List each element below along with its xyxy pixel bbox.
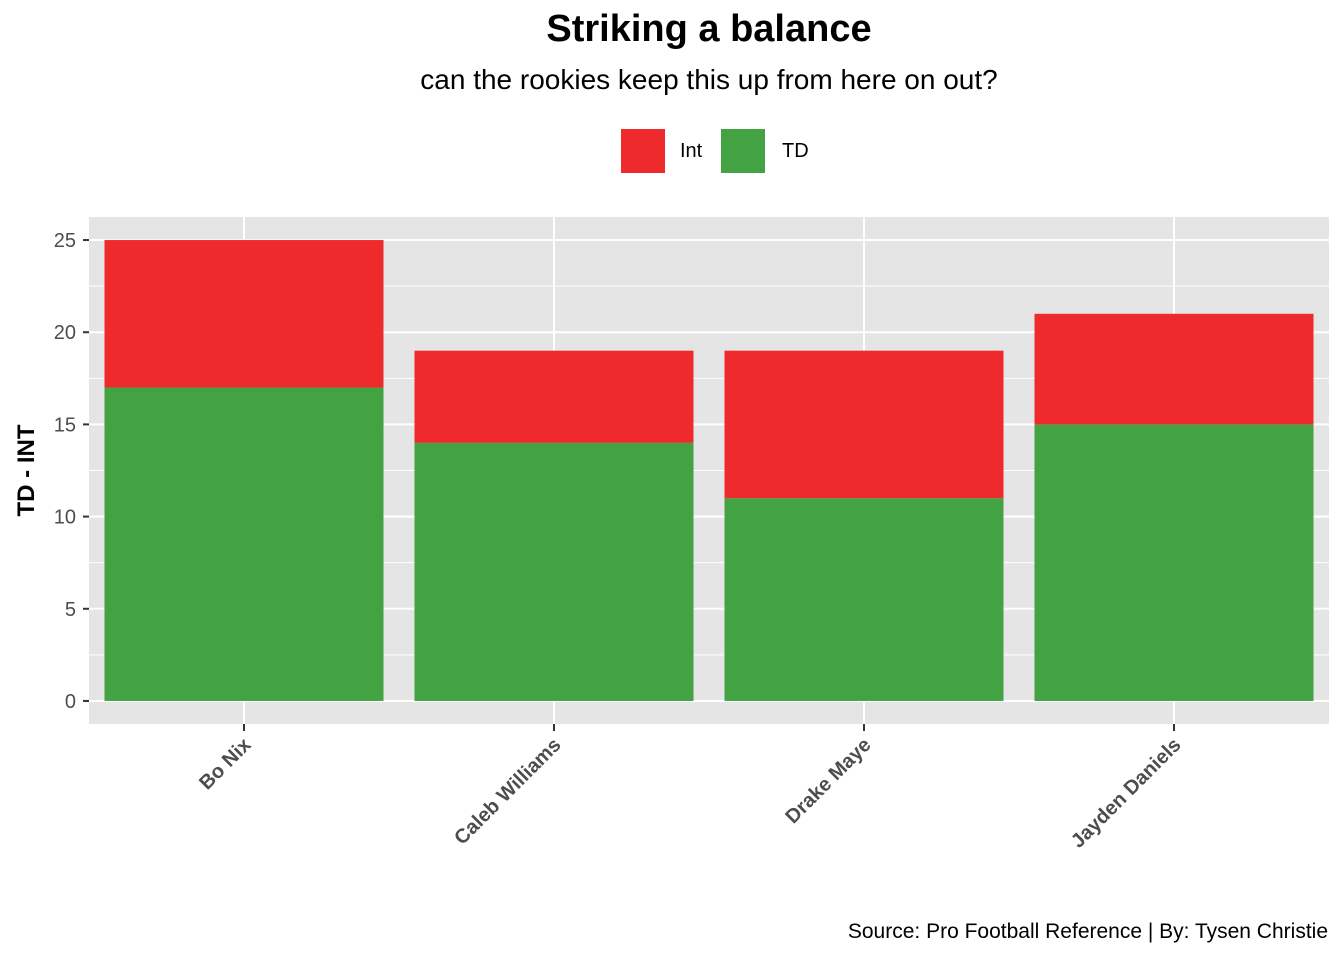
legend-key-td — [720, 128, 766, 174]
x-tick-label-drake-maye: Drake Maye — [781, 734, 875, 828]
bar-td-jayden-daniels — [1034, 424, 1314, 701]
x-tick-label-jayden-daniels: Jayden Daniels — [1067, 734, 1186, 853]
legend-label-td: TD — [782, 140, 809, 162]
bar-td-caleb-williams — [414, 442, 694, 701]
y-tick-label: 10 — [54, 507, 76, 529]
x-tick-label-bo-nix: Bo Nix — [195, 734, 255, 794]
bar-int-jayden-daniels — [1034, 313, 1314, 425]
y-tick-label: 20 — [54, 322, 76, 344]
chart-title: Striking a balance — [546, 8, 872, 50]
bar-int-caleb-williams — [414, 350, 694, 443]
y-tick-label: 15 — [54, 414, 76, 436]
legend-key-int — [620, 128, 666, 174]
chart-subtitle: can the rookies keep this up from here o… — [420, 64, 998, 95]
bar-td-bo-nix — [104, 387, 384, 701]
bar-td-drake-maye — [724, 498, 1004, 701]
y-axis-title: TD - INT — [13, 424, 40, 516]
y-tick-label: 0 — [65, 691, 76, 713]
y-tick-label: 25 — [54, 230, 76, 252]
x-tick-label-caleb-williams: Caleb Williams — [450, 734, 565, 849]
legend-label-int: Int — [680, 140, 703, 162]
bar-int-drake-maye — [724, 350, 1004, 499]
chart-caption: Source: Pro Football Reference | By: Tys… — [847, 920, 1328, 943]
y-tick-label: 5 — [65, 599, 76, 621]
bar-int-bo-nix — [104, 240, 384, 388]
